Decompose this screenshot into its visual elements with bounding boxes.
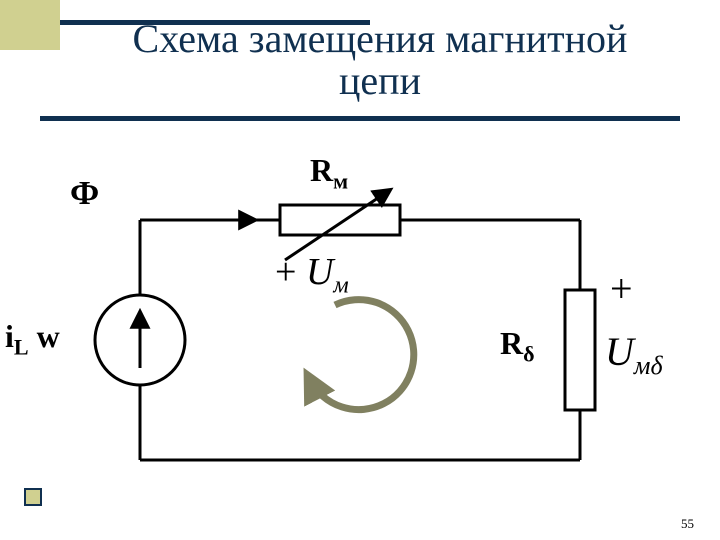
label-plus-um-plus: + [275, 251, 296, 293]
circuit-diagram: Ф Rм iL w + Uм Rδ + Uмδ [80, 160, 650, 490]
header-corner-block [0, 0, 60, 50]
label-rm-sub: м [333, 168, 348, 193]
label-plus-um: + Uм [275, 250, 349, 300]
label-phi: Ф [70, 175, 99, 213]
label-plus-um-sub: м [333, 273, 348, 299]
label-phi-text: Ф [70, 175, 99, 212]
label-umdelta-u: U [605, 329, 634, 374]
label-rdelta: Rδ [500, 325, 535, 367]
label-umdelta: Uмδ [605, 328, 663, 381]
title-line-1: Схема замещения магнитной [133, 16, 628, 61]
page-number: 55 [681, 516, 694, 532]
loop-arrow [310, 300, 414, 410]
circuit-svg [80, 160, 650, 490]
label-ilw-i: i [5, 318, 14, 354]
label-ilw: iL w [5, 318, 60, 360]
label-ilw-w: w [29, 318, 60, 354]
label-rdelta-main: R [500, 325, 523, 361]
label-rm: Rм [310, 152, 348, 194]
accent-square [24, 488, 42, 506]
slide: Схема замещения магнитной цепи [0, 0, 720, 540]
resistor-rdelta [565, 290, 595, 410]
label-umdelta-sub: мδ [634, 351, 663, 380]
slide-title: Схема замещения магнитной цепи [100, 18, 660, 102]
label-rm-main: R [310, 152, 333, 188]
header-rule-bottom [40, 116, 680, 121]
title-line-2: цепи [339, 58, 421, 103]
label-ilw-sub: L [14, 334, 29, 359]
resistor-rm [280, 205, 400, 235]
label-plus-um-u: U [306, 251, 333, 293]
label-plus-right-text: + [610, 266, 633, 311]
label-rdelta-sub: δ [523, 341, 534, 366]
label-plus-right: + [610, 265, 633, 312]
